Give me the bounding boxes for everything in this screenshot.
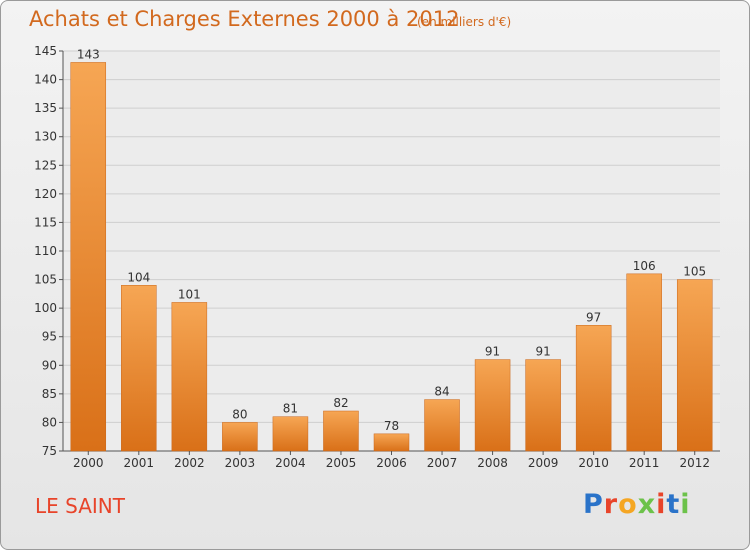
x-tick-label: 2007 <box>427 456 458 470</box>
chart-subtitle: (en milliers d'€) <box>417 15 512 29</box>
x-tick-label: 2011 <box>629 456 660 470</box>
y-tick-label: 80 <box>42 415 57 429</box>
x-tick-label: 2003 <box>225 456 256 470</box>
bar <box>171 302 208 452</box>
x-tick-label: 2006 <box>376 456 407 470</box>
y-tick-label: 145 <box>34 44 57 58</box>
bar <box>323 410 359 452</box>
bar <box>222 422 258 452</box>
bar <box>121 285 157 452</box>
bar <box>474 359 511 452</box>
x-tick-label: 2002 <box>174 456 205 470</box>
x-tick-label: 2010 <box>578 456 609 470</box>
y-tick-label: 135 <box>34 101 57 115</box>
y-tick-label: 115 <box>34 215 57 229</box>
x-tick-label: 2012 <box>679 456 710 470</box>
x-tick-label: 2001 <box>124 456 155 470</box>
data-label: 82 <box>333 396 348 410</box>
logo-letter: P <box>583 489 604 520</box>
bar <box>525 359 561 452</box>
proxiti-logo: Proxiti <box>583 489 691 520</box>
chart-title: Achats et Charges Externes 2000 à 2012 <box>29 7 460 31</box>
data-label: 105 <box>683 265 706 279</box>
data-label: 78 <box>384 419 399 433</box>
data-label: 80 <box>232 407 247 421</box>
logo-letter: r <box>603 489 619 520</box>
data-label: 84 <box>434 385 449 399</box>
y-tick-label: 100 <box>34 301 57 315</box>
data-label: 91 <box>485 345 500 359</box>
y-tick-label: 125 <box>34 158 57 172</box>
y-tick-label: 140 <box>34 73 57 87</box>
y-tick-label: 130 <box>34 130 57 144</box>
y-tick-label: 110 <box>34 244 57 258</box>
x-tick-label: 2009 <box>528 456 559 470</box>
data-label: 91 <box>535 345 550 359</box>
y-tick-label: 120 <box>34 187 57 201</box>
x-tick-label: 2005 <box>326 456 357 470</box>
data-label: 101 <box>178 287 201 301</box>
logo-letter: i <box>680 489 691 520</box>
data-label: 143 <box>77 47 100 61</box>
x-tick-label: 2008 <box>477 456 508 470</box>
logo-letter: i <box>656 489 667 520</box>
bar <box>575 325 612 452</box>
y-tick-label: 95 <box>42 330 57 344</box>
bar <box>676 279 713 452</box>
bar <box>626 273 662 452</box>
x-tick-label: 2000 <box>73 456 104 470</box>
logo-letter: o <box>618 489 638 520</box>
bar <box>70 62 107 452</box>
logo-letter: x <box>637 489 657 520</box>
data-label: 104 <box>127 270 150 284</box>
y-tick-label: 90 <box>42 358 57 372</box>
logo-letter: t <box>666 489 681 520</box>
bar <box>272 416 309 452</box>
data-label: 81 <box>283 402 298 416</box>
bar <box>424 399 460 452</box>
commune-name: LE SAINT <box>35 494 125 518</box>
data-label: 97 <box>586 310 601 324</box>
bar <box>373 433 410 452</box>
data-label: 106 <box>633 259 656 273</box>
y-tick-label: 105 <box>34 273 57 287</box>
x-tick-label: 2004 <box>275 456 306 470</box>
y-tick-label: 75 <box>42 444 57 458</box>
y-tick-label: 85 <box>42 387 57 401</box>
